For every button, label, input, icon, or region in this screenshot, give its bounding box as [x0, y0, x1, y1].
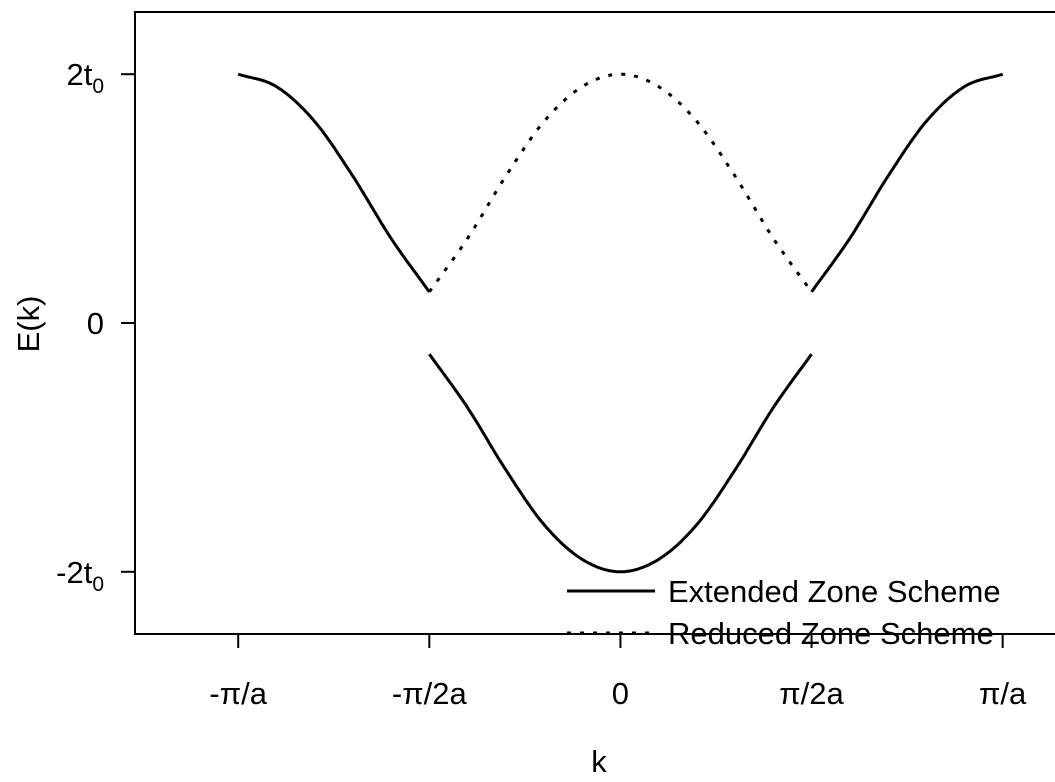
x-tick-label: 0 [612, 676, 629, 711]
y-tick-text: 0 [87, 306, 104, 341]
y-tick-label: -2t0 [56, 555, 104, 596]
plot-frame [134, 11, 1055, 635]
x-tick-label: -π/a [209, 676, 267, 711]
y-tick-subscript: 0 [92, 75, 104, 98]
x-axis: -π/a -π/2a 0 π/2a π/a [209, 634, 1027, 711]
y-tick-label: 2t0 [66, 57, 104, 98]
x-axis-title: k [591, 744, 607, 779]
legend-label-extended: Extended Zone Scheme [668, 574, 1001, 609]
series-line-segment [810, 72, 1004, 293]
y-tick-text: -2t [56, 555, 93, 590]
legend-label-reduced: Reduced Zone Scheme [668, 616, 994, 651]
series-line-segment [428, 72, 813, 293]
series-layer [237, 72, 1004, 574]
y-tick-text: 2t [66, 57, 92, 92]
x-tick-label: -π/2a [392, 676, 468, 711]
x-tick-label: π/2a [779, 676, 844, 711]
y-tick-label: 0 [87, 306, 104, 341]
series-line-segment [428, 353, 813, 574]
series-line-segment [237, 72, 431, 293]
x-tick-label: π/a [979, 676, 1027, 711]
legend: Extended Zone Scheme Reduced Zone Scheme [567, 574, 1001, 651]
series-extended-zone [237, 72, 1004, 574]
y-tick-subscript: 0 [92, 573, 104, 596]
series-reduced-zone [428, 72, 813, 293]
y-axis-title: E(k) [11, 296, 46, 353]
